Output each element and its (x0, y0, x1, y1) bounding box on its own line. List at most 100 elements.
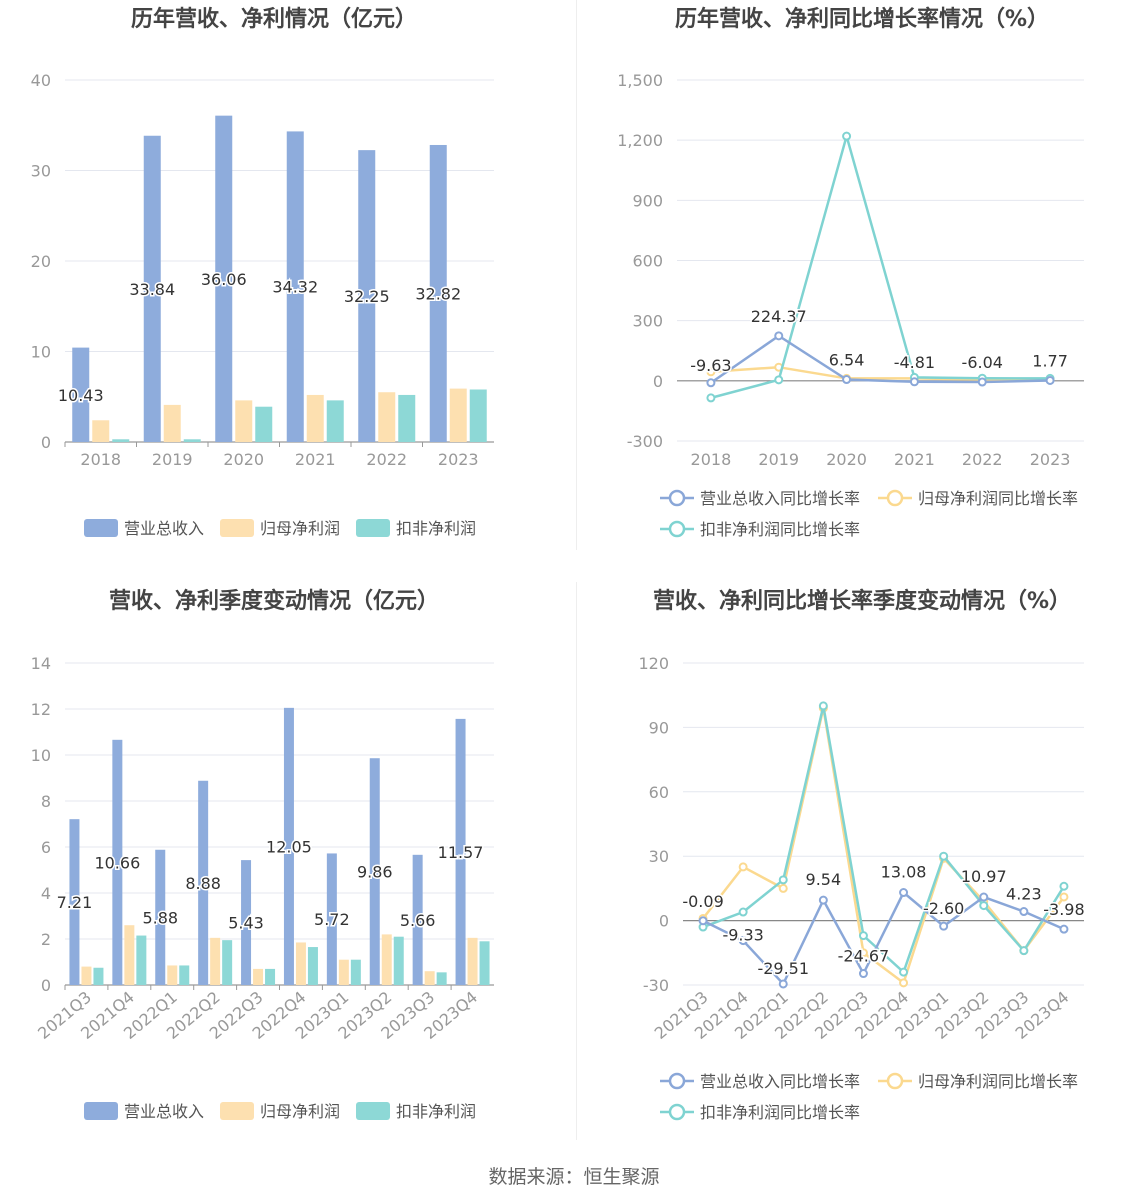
bar-deducted-profit (436, 972, 447, 985)
bar-deducted-profit (307, 947, 318, 985)
point-revenue (909, 377, 919, 387)
chart-title: 营收、净利季度变动情况（亿元） (109, 588, 439, 614)
bar-deducted-profit (350, 959, 361, 985)
point-revenue (858, 969, 868, 979)
bar-parent-profit (81, 966, 92, 985)
bar-revenue (198, 780, 209, 985)
bar-parent-profit (381, 934, 392, 985)
quarter-bar-panel: 营收、净利季度变动情况（亿元） 0 2 4 6 8 10 12 14 2021Q3 7.21 2021… (0, 582, 574, 1162)
data-label: 7.21 (57, 893, 93, 912)
y-tick-label: 10 (31, 343, 51, 362)
line-revenue (702, 890, 1065, 987)
chart-title: 历年营收、净利情况（亿元） (131, 6, 417, 32)
bar-revenue (69, 819, 80, 985)
bar-deducted-profit (222, 940, 233, 985)
legend-parent-growth-marker (886, 1072, 904, 1090)
legend-revenue-growth-marker (668, 489, 686, 507)
bar-parent-profit (92, 420, 110, 442)
point-deducted (738, 907, 748, 917)
data-label: 34.32 (272, 278, 318, 297)
bar-deducted-profit (255, 406, 273, 442)
point-revenue (778, 979, 788, 989)
y-tick-label: 300 (632, 312, 663, 331)
y-tick-label: 600 (632, 252, 663, 271)
chart-title: 营收、净利同比增长率季度变动情况（%） (653, 588, 1071, 614)
data-label: 10.97 (961, 867, 1007, 886)
bar-parent-profit (253, 968, 264, 985)
bar-parent-profit (167, 965, 178, 985)
y-tick-label: 1,200 (617, 131, 663, 150)
data-label: 5.43 (228, 914, 264, 933)
point-deducted (778, 875, 788, 885)
point-parent (858, 948, 868, 958)
bar-deducted-profit (479, 941, 490, 985)
bar-parent-profit (424, 971, 435, 985)
y-tick-label: 12 (31, 700, 51, 719)
data-label: 1.77 (1032, 351, 1068, 370)
line-parent (702, 707, 1065, 985)
bar-parent-profit (306, 394, 324, 442)
annual-line-chart: 历年营收、净利同比增长率情况（%） -300 0 300 600 900 1,200 1,50… (617, 6, 1084, 539)
legend-revenue-label: 营业总收入 (124, 519, 204, 538)
legend-parent-profit-swatch (220, 1102, 254, 1120)
y-tick-label: 0 (41, 976, 51, 995)
y-tick-label: 10 (31, 746, 51, 765)
bar-revenue (429, 144, 447, 442)
y-tick-label: -300 (627, 432, 663, 451)
legend-parent-growth-label: 归母净利润同比增长率 (918, 489, 1078, 508)
point-revenue (1019, 907, 1029, 917)
bar-revenue (358, 150, 376, 442)
legend-deducted-profit-label: 扣非净利润 (396, 519, 476, 538)
point-deducted (858, 931, 868, 941)
bar-parent-profit (210, 937, 221, 985)
legend-revenue-growth-marker (668, 1072, 686, 1090)
y-tick-label: 20 (31, 252, 51, 271)
line-parent (710, 365, 1051, 381)
point-revenue (1045, 375, 1055, 385)
point-deducted (1019, 946, 1029, 956)
point-parent (738, 862, 748, 872)
line-revenue (710, 334, 1051, 384)
data-label: 224.37 (751, 307, 807, 326)
vertical-divider (576, 0, 577, 550)
bar-revenue (412, 854, 423, 985)
y-tick-label: 0 (659, 912, 669, 931)
data-label: 32.82 (415, 284, 461, 303)
bar-revenue (143, 135, 161, 443)
bar-parent-profit (449, 388, 467, 442)
point-revenue (1059, 924, 1069, 934)
legend-deducted-growth-marker (668, 520, 686, 538)
point-deducted (706, 393, 716, 403)
x-tick-label: 2019 (758, 450, 799, 469)
y-tick-label: 120 (638, 654, 669, 673)
bar-revenue (455, 718, 466, 985)
data-label: 5.72 (314, 910, 350, 929)
x-tick-label: 2019 (152, 450, 193, 469)
y-tick-label: 8 (41, 792, 51, 811)
legend-deducted-growth-label: 扣非净利润同比增长率 (700, 1103, 860, 1122)
bar-revenue (241, 860, 252, 985)
legend-deducted-growth-label: 扣非净利润同比增长率 (700, 520, 860, 539)
data-label: -6.04 (962, 353, 1003, 372)
data-label: -4.81 (894, 353, 935, 372)
annual-bar-chart: 历年营收、净利情况（亿元） 0 10 20 30 40 2018 10.43 2019 33.84… (31, 6, 494, 538)
point-revenue (899, 888, 909, 898)
y-tick-label: 0 (41, 433, 51, 452)
point-deducted (842, 131, 852, 141)
y-tick-label: 6 (41, 838, 51, 857)
data-label: 5.88 (142, 908, 178, 927)
bar-parent-profit (338, 959, 349, 985)
data-label: 32.25 (344, 287, 390, 306)
point-deducted (899, 967, 909, 977)
y-tick-label: 14 (31, 654, 51, 673)
bar-parent-profit (235, 400, 253, 442)
point-revenue (738, 936, 748, 946)
x-tick-label: 2020 (826, 450, 867, 469)
point-deducted (939, 851, 949, 861)
quarter-line-panel: 营收、净利同比增长率季度变动情况（%） -30 0 30 60 90 120 2021Q3 20… (574, 582, 1148, 1162)
legend-parent-growth-marker (886, 489, 904, 507)
x-tick-label: 2018 (80, 450, 121, 469)
legend-revenue-growth-label: 营业总收入同比增长率 (700, 489, 860, 508)
bar-deducted-profit (326, 400, 344, 442)
data-label: 9.86 (357, 863, 393, 882)
